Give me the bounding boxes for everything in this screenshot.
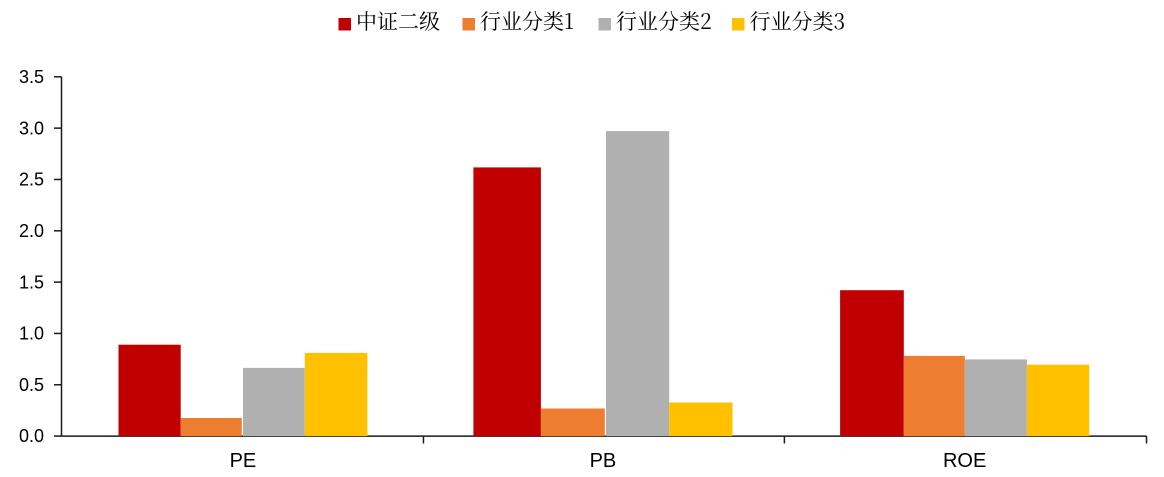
svg-text:1.5: 1.5 — [19, 272, 44, 292]
svg-text:3.5: 3.5 — [19, 67, 44, 87]
svg-text:0.0: 0.0 — [19, 426, 44, 446]
svg-text:PB: PB — [590, 450, 617, 472]
svg-text:2.0: 2.0 — [19, 221, 44, 241]
svg-text:行业分类2: 行业分类2 — [616, 6, 712, 36]
svg-text:行业分类1: 行业分类1 — [480, 6, 574, 36]
svg-text:1.0: 1.0 — [19, 324, 44, 344]
svg-text:0.5: 0.5 — [19, 375, 44, 395]
svg-text:ROE: ROE — [943, 450, 986, 472]
svg-text:行业分类3: 行业分类3 — [750, 6, 846, 36]
svg-text:3.0: 3.0 — [19, 118, 44, 138]
svg-text:中证二级: 中证二级 — [356, 6, 440, 36]
svg-text:PE: PE — [230, 450, 257, 472]
svg-text:2.5: 2.5 — [19, 170, 44, 190]
